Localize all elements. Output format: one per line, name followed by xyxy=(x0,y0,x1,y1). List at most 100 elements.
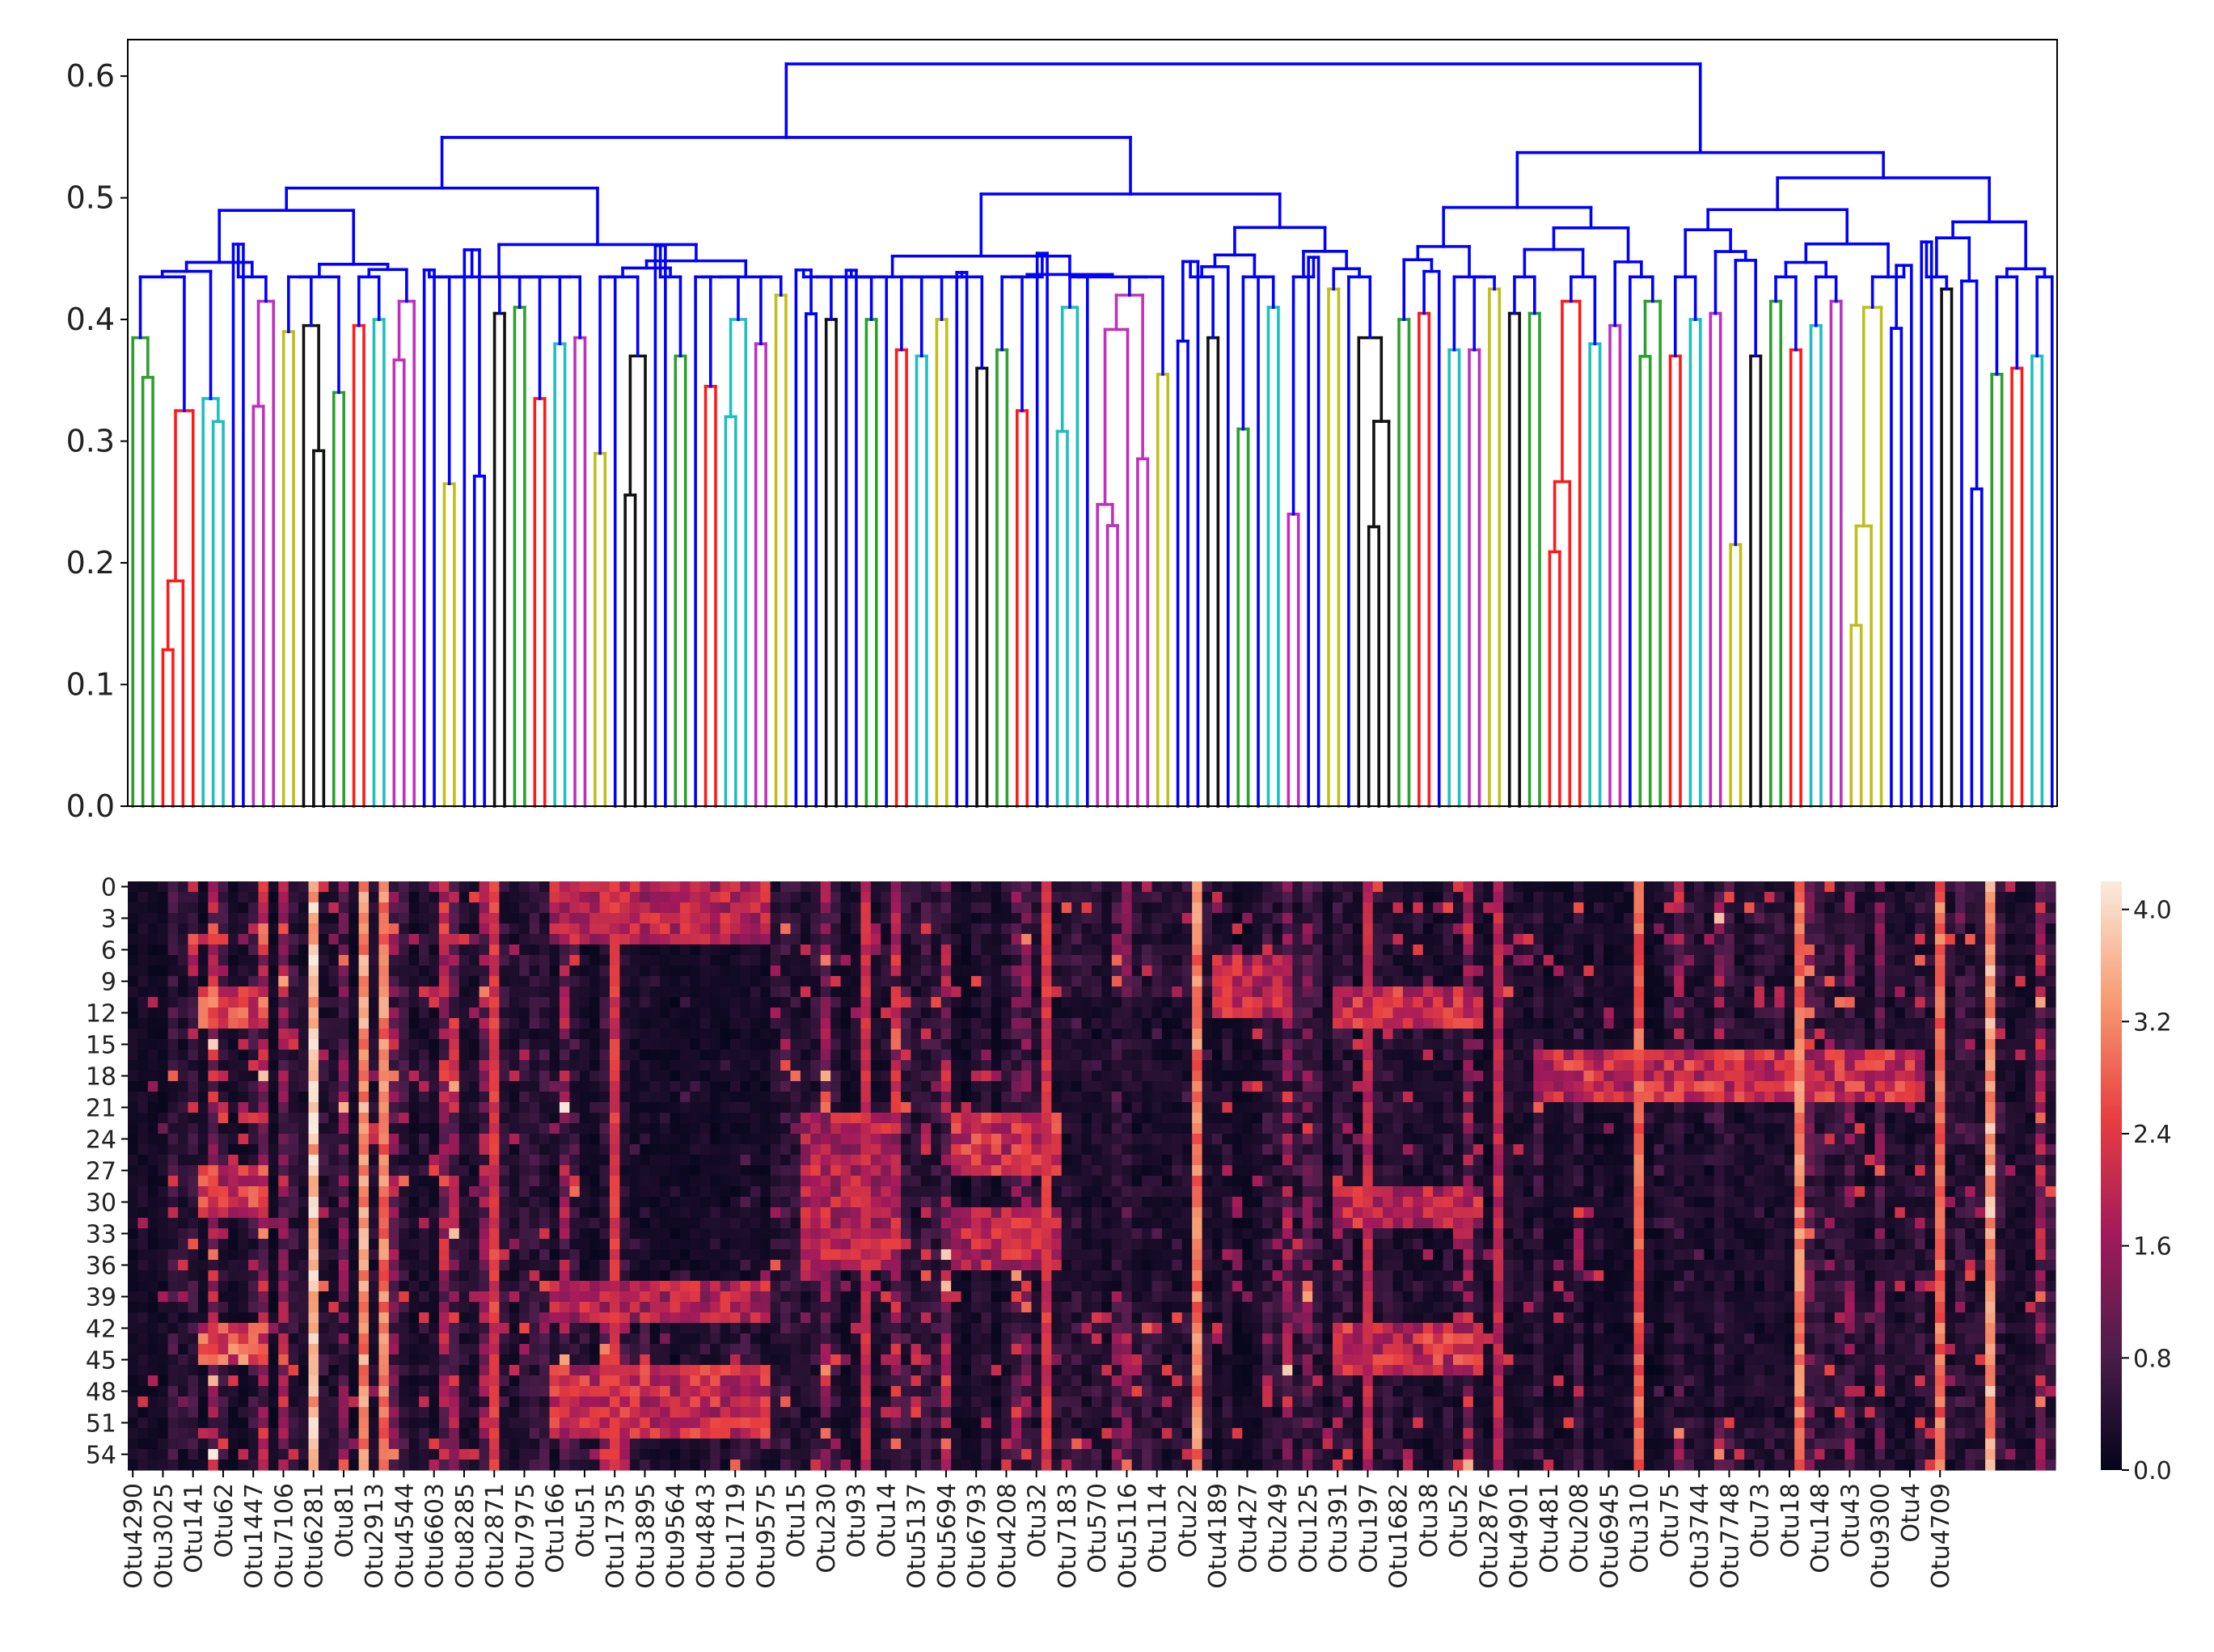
heatmap-cell-13-10 xyxy=(228,1018,239,1029)
heatmap-cell-15-146 xyxy=(1593,1039,1604,1050)
heatmap-cell-8-48 xyxy=(610,965,621,977)
heatmap-cell-11-138 xyxy=(1513,997,1524,1008)
heatmap-cell-10-91 xyxy=(1041,987,1052,998)
heatmap-cell-9-154 xyxy=(1674,976,1685,987)
heatmap-cell-18-53 xyxy=(660,1071,671,1082)
heatmap-cell-5-104 xyxy=(1172,934,1183,945)
heatmap-cell-5-187 xyxy=(2005,934,2016,945)
heatmap-cell-3-152 xyxy=(1654,913,1665,924)
heatmap-cell-3-179 xyxy=(1925,913,1936,924)
heatmap-cell-7-57 xyxy=(699,955,711,966)
heatmap-cell-14-100 xyxy=(1131,1029,1143,1040)
heatmap-cell-10-132 xyxy=(1453,987,1464,998)
heatmap-cell-3-29 xyxy=(419,913,430,924)
heatmap-cell-0-0 xyxy=(128,881,139,893)
heatmap-cell-16-60 xyxy=(730,1050,742,1061)
heatmap-cell-12-161 xyxy=(1744,1008,1756,1019)
heatmap-cell-18-8 xyxy=(208,1071,219,1082)
heatmap-cell-12-130 xyxy=(1433,1008,1444,1019)
heatmap-cell-22-16 xyxy=(288,1113,299,1124)
heatmap-cell-11-159 xyxy=(1724,997,1735,1008)
heatmap-cell-15-103 xyxy=(1161,1039,1172,1050)
heatmap-cell-17-17 xyxy=(298,1060,310,1071)
heatmap-cell-8-136 xyxy=(1493,965,1504,977)
heatmap-cell-16-187 xyxy=(2005,1050,2016,1061)
heatmap-cell-7-74 xyxy=(870,955,881,966)
heatmap-cell-16-32 xyxy=(449,1050,460,1061)
heatmap-cell-19-138 xyxy=(1513,1081,1524,1092)
heatmap-cell-22-118 xyxy=(1312,1113,1324,1124)
heatmap-cell-1-140 xyxy=(1533,892,1544,903)
heatmap-cell-4-169 xyxy=(1824,923,1836,935)
heatmap-cell-7-3 xyxy=(158,955,169,966)
heatmap-cell-15-126 xyxy=(1392,1039,1404,1050)
heatmap-cell-14-32 xyxy=(449,1029,460,1040)
heatmap-cell-15-41 xyxy=(539,1039,551,1050)
heatmap-cell-6-37 xyxy=(499,944,510,956)
heatmap-cell-1-52 xyxy=(649,892,661,903)
heatmap-cell-5-15 xyxy=(278,934,289,945)
heatmap-cell-1-40 xyxy=(529,892,540,903)
heatmap-cell-15-76 xyxy=(890,1039,902,1050)
heatmap-cell-10-74 xyxy=(870,987,881,998)
heatmap-cell-2-155 xyxy=(1684,902,1695,914)
heatmap-cell-20-128 xyxy=(1413,1092,1424,1103)
heatmap-cell-10-27 xyxy=(399,987,410,998)
heatmap-cell-14-146 xyxy=(1593,1029,1604,1040)
heatmap-cell-13-168 xyxy=(1815,1018,1826,1029)
heatmap-cell-17-44 xyxy=(569,1060,581,1071)
heatmap-cell-8-2 xyxy=(147,965,158,977)
heatmap-cell-2-163 xyxy=(1764,902,1775,914)
heatmap-cell-10-169 xyxy=(1824,987,1836,998)
heatmap-cell-14-31 xyxy=(438,1029,450,1040)
heatmap-cell-12-181 xyxy=(1945,1008,1956,1019)
heatmap-cell-2-121 xyxy=(1342,902,1354,914)
heatmap-cell-4-80 xyxy=(931,923,942,935)
heatmap-cell-12-78 xyxy=(911,1008,922,1019)
heatmap-cell-10-20 xyxy=(328,987,340,998)
heatmap-cell-16-19 xyxy=(318,1050,329,1061)
heatmap-cell-8-41 xyxy=(539,965,551,977)
heatmap-cell-12-121 xyxy=(1342,1008,1354,1019)
heatmap-cell-10-141 xyxy=(1543,987,1554,998)
heatmap-cell-17-96 xyxy=(1092,1060,1103,1071)
heatmap-cell-18-23 xyxy=(358,1071,370,1082)
heatmap-cell-20-118 xyxy=(1312,1092,1324,1103)
heatmap-cell-13-88 xyxy=(1011,1018,1022,1029)
heatmap-cell-3-142 xyxy=(1553,913,1565,924)
heatmap-cell-11-16 xyxy=(288,997,299,1008)
heatmap-cell-19-179 xyxy=(1925,1081,1936,1092)
heatmap-cell-6-184 xyxy=(1975,944,1986,956)
heatmap-cell-4-75 xyxy=(881,923,892,935)
heatmap-cell-19-92 xyxy=(1051,1081,1063,1092)
heatmap-cell-6-13 xyxy=(258,944,269,956)
heatmap-cell-21-68 xyxy=(810,1102,822,1113)
heatmap-cell-3-141 xyxy=(1543,913,1554,924)
heatmap-cell-17-146 xyxy=(1593,1060,1604,1071)
heatmap-cell-17-13 xyxy=(258,1060,269,1071)
heatmap-cell-22-161 xyxy=(1744,1113,1756,1124)
heatmap-cell-14-87 xyxy=(1001,1029,1012,1040)
heatmap-cell-20-136 xyxy=(1493,1092,1504,1103)
heatmap-cell-3-12 xyxy=(248,913,260,924)
heatmap-cell-2-3 xyxy=(158,902,169,914)
heatmap-cell-19-12 xyxy=(248,1081,260,1092)
heatmap-cell-15-133 xyxy=(1463,1039,1474,1050)
heatmap-cell-6-55 xyxy=(679,944,691,956)
heatmap-cell-13-149 xyxy=(1624,1018,1635,1029)
heatmap-cell-10-86 xyxy=(991,987,1002,998)
heatmap-cell-10-100 xyxy=(1131,987,1143,998)
heatmap-cell-17-66 xyxy=(790,1060,801,1071)
heatmap-cell-7-93 xyxy=(1061,955,1072,966)
heatmap-cell-5-32 xyxy=(449,934,460,945)
heatmap-cell-22-44 xyxy=(569,1113,581,1124)
heatmap-cell-20-27 xyxy=(399,1092,410,1103)
heatmap-cell-4-7 xyxy=(197,923,209,935)
heatmap-cell-22-99 xyxy=(1122,1113,1133,1124)
heatmap-cell-17-157 xyxy=(1704,1060,1715,1071)
heatmap-cell-4-62 xyxy=(750,923,761,935)
heatmap-cell-10-176 xyxy=(1895,987,1906,998)
heatmap-cell-7-114 xyxy=(1272,955,1283,966)
heatmap-cell-9-158 xyxy=(1713,976,1725,987)
heatmap-cell-6-103 xyxy=(1161,944,1172,956)
